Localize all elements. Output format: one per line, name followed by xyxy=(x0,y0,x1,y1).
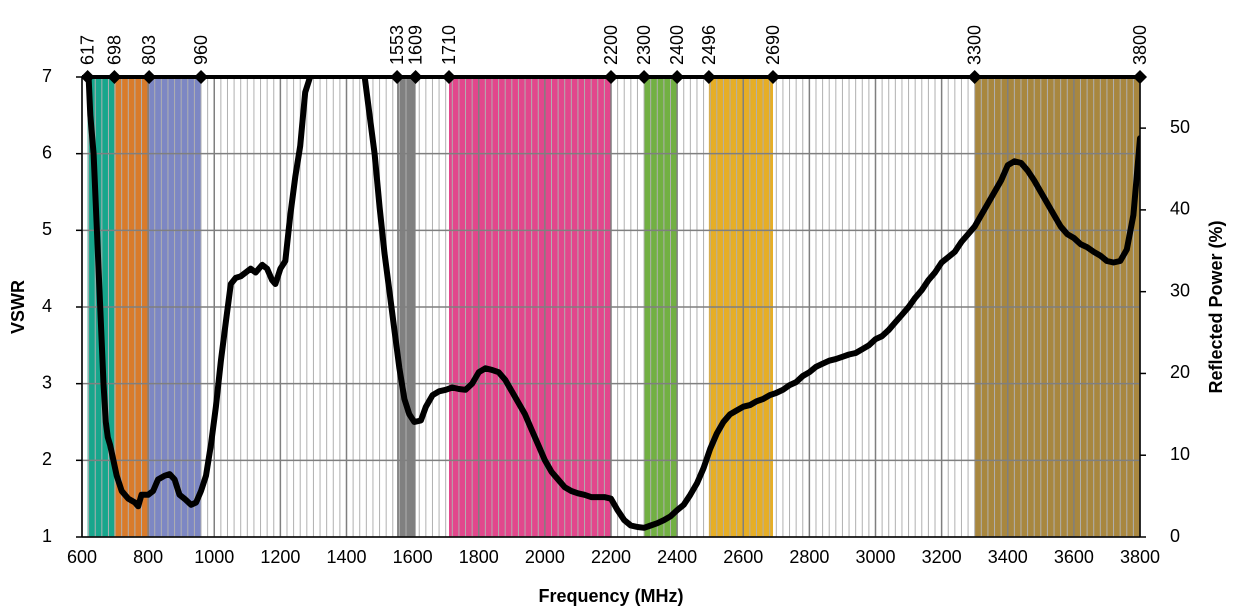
y2-tick-label: 0 xyxy=(1170,526,1180,546)
grid xyxy=(81,76,1141,538)
band-edge-marker xyxy=(441,70,456,84)
curve xyxy=(85,77,1140,531)
x-tick-label: 1200 xyxy=(260,547,300,567)
x-tick-label: 2000 xyxy=(525,547,565,567)
y-tick-label: 1 xyxy=(42,526,52,546)
y2-axis-label: Reflected Power (%) xyxy=(1206,220,1226,393)
band-edge-marker xyxy=(80,70,95,84)
x-tick-label: 3400 xyxy=(988,547,1028,567)
y-tick-label: 2 xyxy=(42,449,52,469)
y-tick-label: 4 xyxy=(42,296,52,316)
band-edge-label: 3300 xyxy=(965,25,985,65)
x-tick-label: 3200 xyxy=(922,547,962,567)
axes: 600 800 1000 1200 1400 1600 1800 2000 2200 2400 26… xyxy=(42,66,1190,567)
x-tick-label: 2800 xyxy=(789,547,829,567)
line xyxy=(85,77,1140,531)
band-edge-marker xyxy=(194,70,209,84)
band-edge-marker xyxy=(604,70,618,84)
y2-tick-label: 50 xyxy=(1170,117,1190,137)
x-tick-label: 2200 xyxy=(591,547,631,567)
y-tick-label: 5 xyxy=(42,219,52,239)
band-edge-label: 2690 xyxy=(763,25,783,65)
y-tick-label: 6 xyxy=(42,142,52,162)
y2-tick-label: 40 xyxy=(1170,199,1190,219)
band-edge-label: 803 xyxy=(139,35,159,65)
band-edge-marker xyxy=(670,70,685,84)
y2-tick-label: 10 xyxy=(1170,444,1190,464)
x-tick-label: 1400 xyxy=(326,547,366,567)
band-edge-marker xyxy=(142,70,157,84)
band-edge-label: 2400 xyxy=(667,25,687,65)
band-edge-label: 1553 xyxy=(387,25,407,65)
band-edge-label: 1710 xyxy=(439,25,459,65)
band-edge-label: 617 xyxy=(78,35,98,65)
y-tick-label: 7 xyxy=(42,66,52,86)
y2-tick-label: 30 xyxy=(1170,280,1190,300)
band-edge-label: 2300 xyxy=(634,25,654,65)
x-tick-label: 800 xyxy=(133,547,163,567)
band-edge-label: 698 xyxy=(104,35,124,65)
band-edge-label: 2200 xyxy=(601,25,621,65)
band-edge-marker xyxy=(107,70,122,84)
x-tick-label: 600 xyxy=(67,547,97,567)
band-edge-label: 3800 xyxy=(1130,25,1150,65)
x-tick-label: 1600 xyxy=(393,547,433,567)
band-edge-marker xyxy=(967,70,982,84)
x-tick-label: 3600 xyxy=(1054,547,1094,567)
band-edge-marker xyxy=(637,70,652,84)
band-edge-marker xyxy=(766,70,781,84)
band-edge-label: 960 xyxy=(191,35,211,65)
band-edge-marker xyxy=(701,70,716,84)
y-tick-label: 3 xyxy=(42,372,52,392)
band-edge-label: 1609 xyxy=(406,25,426,65)
x-axis-label: Frequency (MHz) xyxy=(538,586,683,606)
x-tick-label: 1000 xyxy=(194,547,234,567)
x-tick-label: 2600 xyxy=(723,547,763,567)
band-edge-label: 2496 xyxy=(699,25,719,65)
y2-tick-label: 20 xyxy=(1170,362,1190,382)
y-axis-label: VSWR xyxy=(8,280,28,334)
band-edge-marker xyxy=(408,70,423,84)
x-tick-label: 3800 xyxy=(1120,547,1160,567)
x-tick-label: 1800 xyxy=(459,547,499,567)
band-edge-marker xyxy=(390,70,405,84)
band-edge-marker xyxy=(1133,70,1147,84)
x-tick-label: 3000 xyxy=(855,547,895,567)
x-tick-label: 2400 xyxy=(657,547,697,567)
